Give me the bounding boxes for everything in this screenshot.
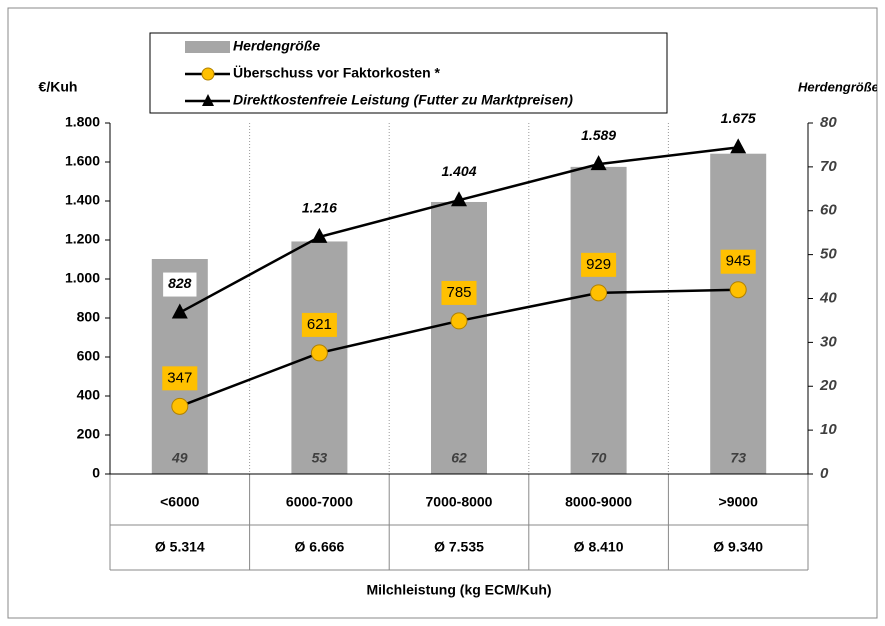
x-tick-label: 7000-8000: [426, 494, 493, 510]
point: [171, 303, 188, 319]
legend: [149, 32, 668, 114]
value-label-box: [720, 249, 756, 274]
y-tick-label: 1.600: [65, 153, 100, 169]
y-tick-label: 1.400: [65, 192, 100, 208]
legend-swatch: [185, 41, 230, 53]
x-sub-label: Ø 6.666: [294, 539, 344, 555]
point: [730, 138, 747, 154]
y2-tick-label: 10: [820, 421, 837, 438]
point: [171, 397, 189, 415]
y-tick-label: 1.200: [65, 231, 100, 247]
value-label: 828: [168, 275, 192, 291]
y2-tick-label: 70: [820, 158, 837, 175]
point: [450, 312, 468, 330]
x-sub-label: Ø 9.340: [713, 539, 763, 555]
y2-tick-label: 60: [820, 202, 837, 219]
y2-tick-label: 20: [819, 377, 837, 394]
bar-label: 62: [451, 450, 467, 466]
legend-marker: [201, 67, 215, 81]
value-label: 929: [586, 256, 611, 273]
point: [729, 281, 747, 299]
bar-label: 53: [312, 450, 328, 466]
value-label-box: [436, 160, 482, 185]
value-label-box: [576, 124, 622, 149]
x-sub-label: Ø 5.314: [155, 539, 205, 555]
point: [590, 284, 608, 302]
legend-marker: [202, 94, 214, 106]
value-label: 621: [307, 316, 332, 333]
value-label: 945: [726, 253, 751, 270]
point: [451, 191, 467, 207]
value-label-box: [296, 196, 342, 221]
point: [590, 155, 607, 171]
y-tick-label: 1.000: [65, 270, 100, 286]
y2-tick-label: 50: [820, 246, 837, 263]
point: [311, 227, 328, 243]
point: [310, 344, 328, 362]
x-tick-label: >9000: [719, 494, 759, 510]
x-tick-label: <6000: [160, 494, 200, 510]
bar-label: 49: [171, 450, 188, 466]
y-tick-label: 600: [77, 348, 101, 364]
y2-axis-label: Herdengröße: [798, 79, 879, 94]
bar: [570, 166, 627, 474]
y2-tick-label: 80: [820, 114, 837, 131]
value-label: 1.589: [581, 127, 616, 143]
value-label-box: [163, 272, 197, 297]
value-label-box: [441, 280, 477, 305]
bar: [431, 201, 487, 474]
value-label-box: [162, 366, 198, 391]
y2-tick-label: 30: [820, 333, 837, 350]
value-label-box: [301, 312, 337, 337]
bar: [710, 153, 767, 474]
legend-label: Herdengröße: [233, 38, 320, 54]
value-label: 1.675: [721, 110, 756, 126]
legend-label: Direktkostenfreie Leistung (Futter zu Ma…: [233, 92, 573, 108]
value-label: 347: [167, 369, 192, 386]
bar-label: 73: [730, 450, 746, 466]
x-tick-label: 8000-9000: [565, 494, 632, 510]
y2-tick-label: 0: [820, 465, 829, 482]
value-label: 785: [446, 284, 471, 301]
x-tick-label: 6000-7000: [286, 494, 353, 510]
y-tick-label: 400: [77, 387, 101, 403]
y-axis-label: €/Kuh: [39, 79, 78, 95]
y2-tick-label: 40: [819, 289, 837, 306]
y-tick-label: 1.800: [65, 114, 100, 130]
bar-label: 70: [591, 450, 607, 466]
value-label-box: [715, 107, 761, 132]
value-label-box: [581, 252, 617, 277]
x-axis-label: Milchleistung (kg ECM/Kuh): [366, 582, 551, 598]
legend-label: Überschuss vor Faktorkosten *: [233, 65, 441, 81]
y-tick-label: 0: [92, 465, 100, 481]
value-label: 1.216: [302, 200, 337, 216]
y-tick-label: 200: [77, 426, 101, 442]
x-sub-label: Ø 8.410: [574, 539, 624, 555]
y-tick-label: 800: [77, 309, 101, 325]
x-sub-label: Ø 7.535: [434, 539, 484, 555]
value-label: 1.404: [441, 163, 476, 179]
